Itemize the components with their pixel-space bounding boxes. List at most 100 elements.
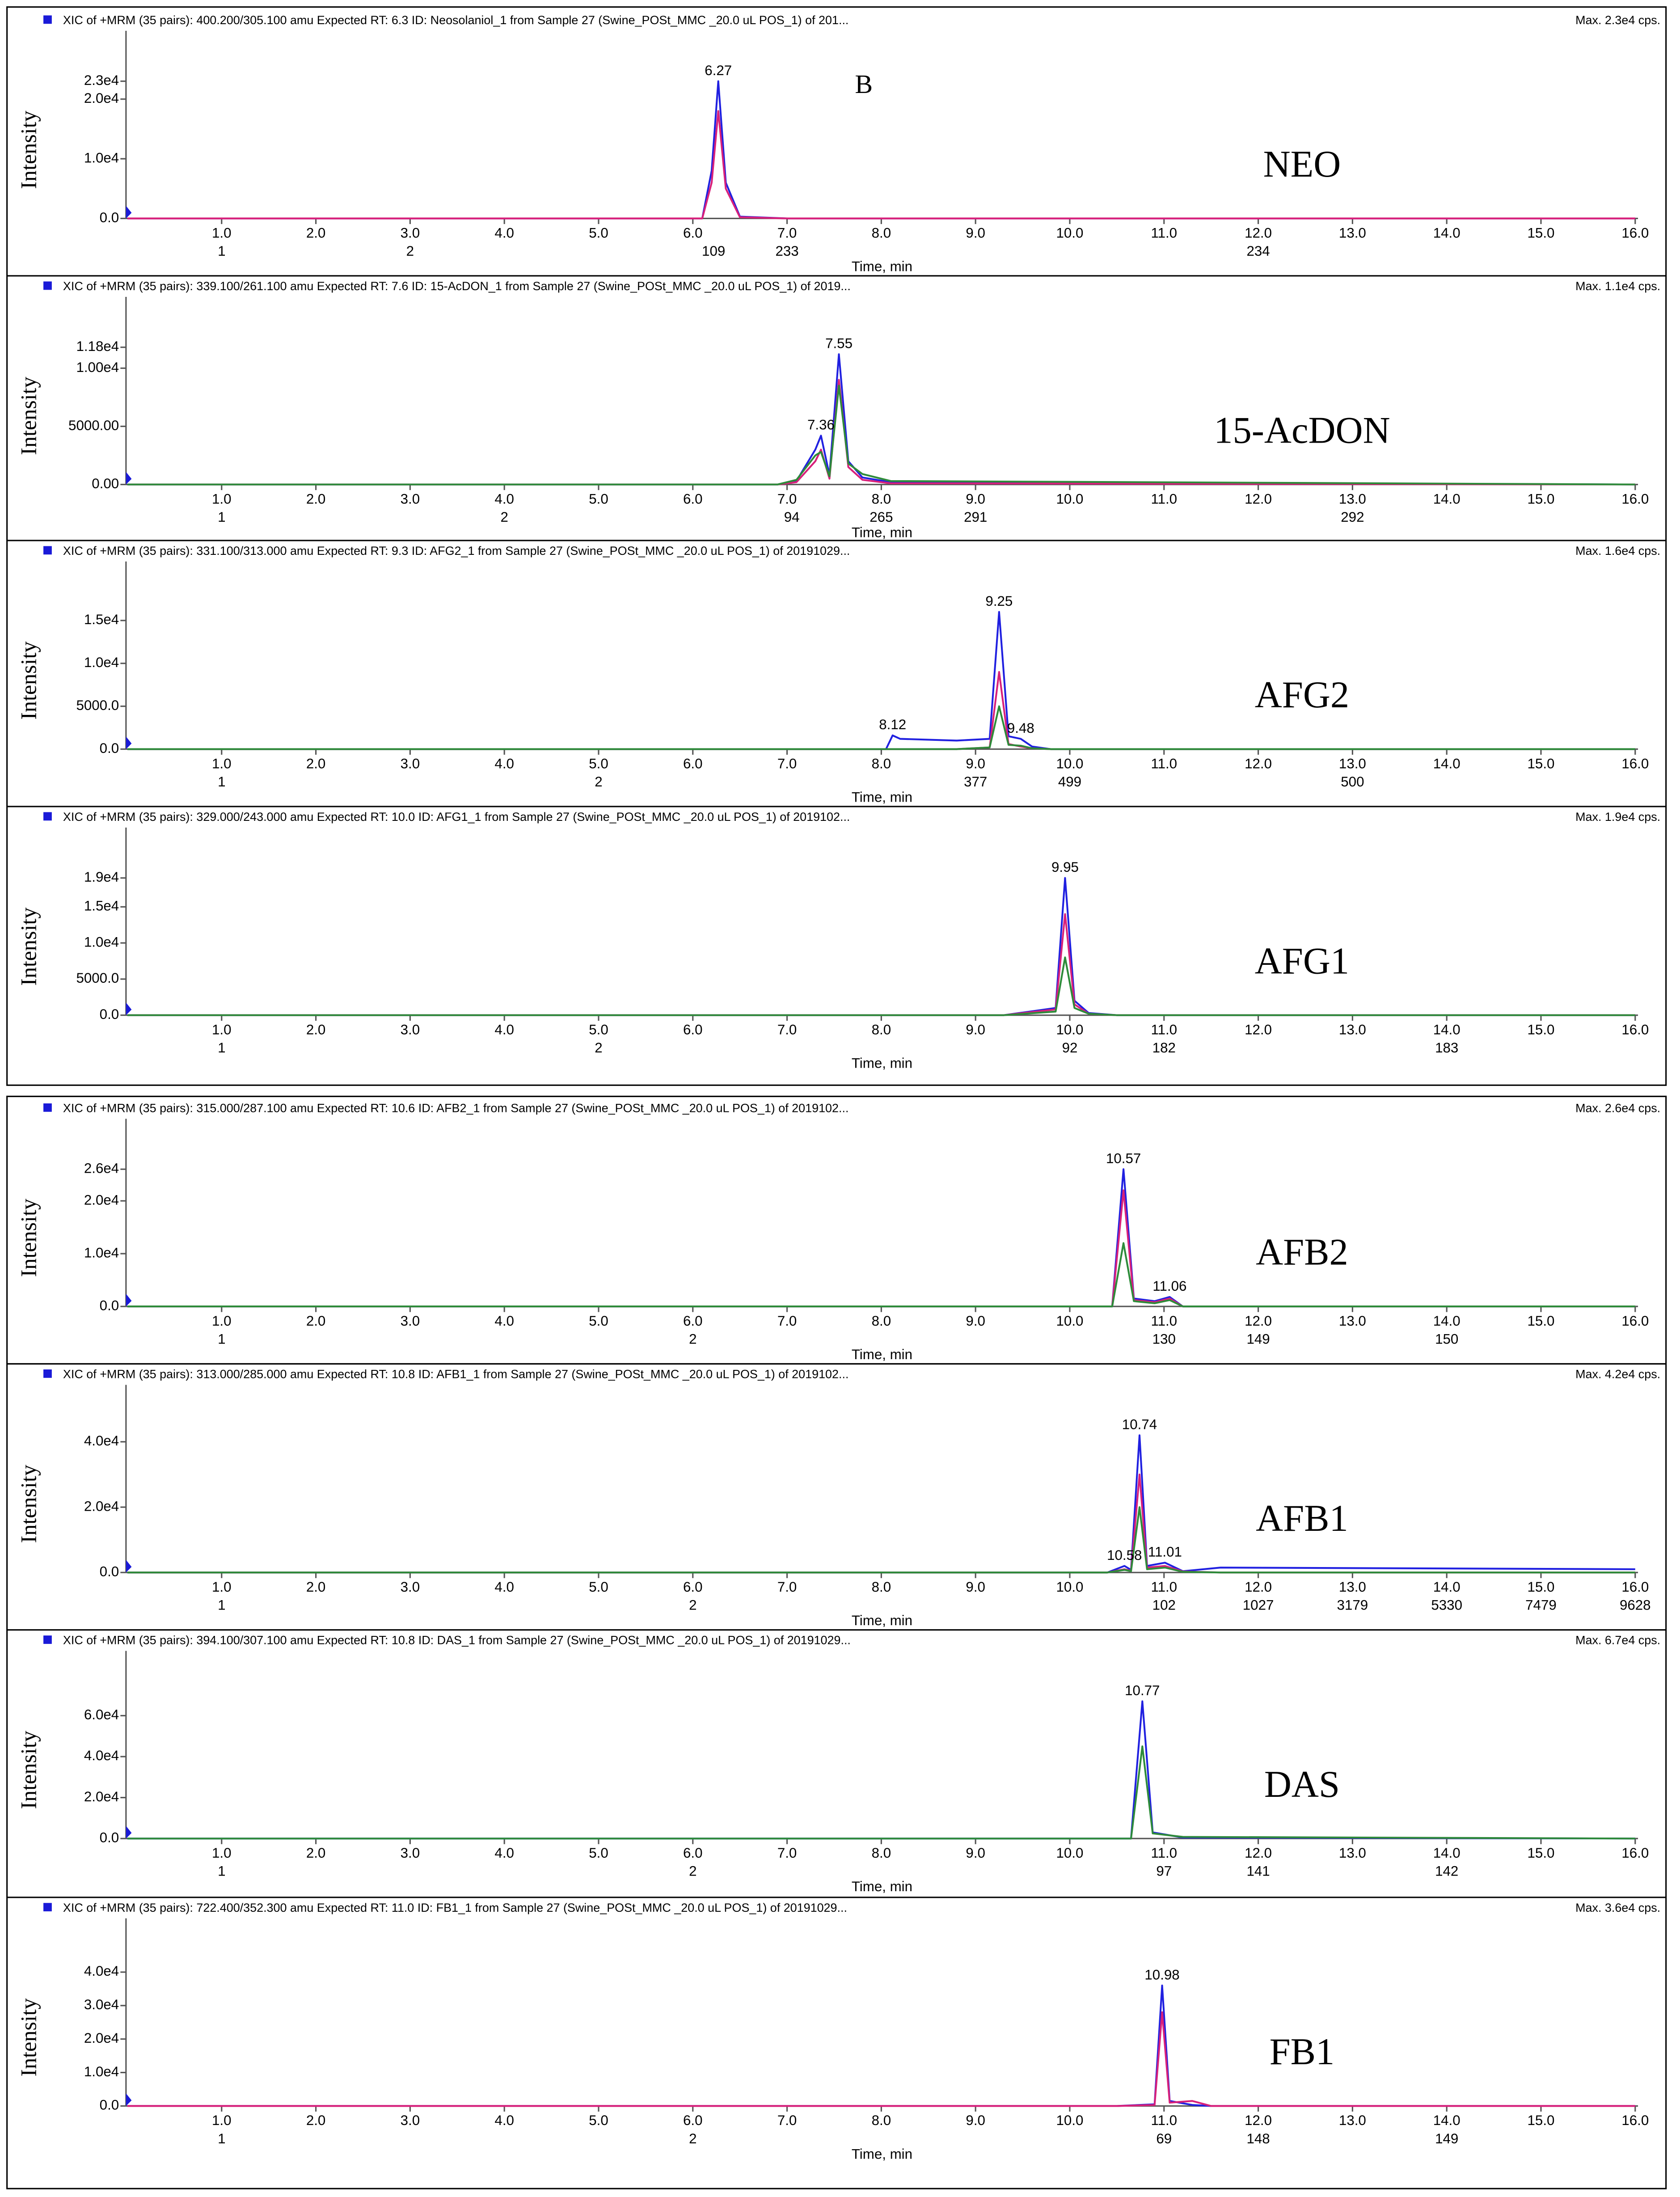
- scan-label: 292: [1341, 509, 1364, 525]
- scan-label: 97: [1156, 1863, 1172, 1879]
- x-tick-label: 9.0: [966, 491, 985, 507]
- x-tick-label: 10.0: [1056, 756, 1084, 771]
- y-axis-title: Intensity: [16, 1731, 41, 1809]
- scan-label: 500: [1341, 774, 1364, 790]
- x-tick-label: 11.0: [1151, 1845, 1177, 1861]
- axis-marker: [126, 1826, 132, 1839]
- x-tick-label: 3.0: [401, 1579, 420, 1595]
- y-tick-label: 1.0e4: [84, 1245, 119, 1260]
- x-tick-label: 11.0: [1151, 1022, 1177, 1037]
- panel-header: XIC of +MRM (35 pairs): 329.000/243.000 …: [63, 810, 850, 824]
- x-tick-label: 5.0: [589, 1313, 608, 1329]
- scan-label: 5330: [1431, 1597, 1462, 1613]
- x-tick-label: 14.0: [1433, 1022, 1461, 1037]
- x-tick-label: 8.0: [872, 2112, 891, 2128]
- x-tick-label: 16.0: [1621, 756, 1649, 771]
- x-tick-label: 14.0: [1433, 1313, 1461, 1329]
- x-tick-label: 8.0: [872, 756, 891, 771]
- trace: [127, 1434, 1635, 1574]
- y-tick-label: 0.00: [92, 476, 119, 491]
- scan-label: 7479: [1525, 1597, 1557, 1613]
- x-tick-label: 2.0: [306, 2112, 326, 2128]
- x-tick-label: 16.0: [1621, 1845, 1649, 1861]
- panel-header: XIC of +MRM (35 pairs): 313.000/285.000 …: [63, 1368, 849, 1381]
- scan-label: 1: [218, 1863, 225, 1879]
- trace: [127, 611, 1635, 750]
- y-tick-label: 4.0e4: [84, 1748, 119, 1763]
- peak-label: 7.36: [807, 417, 835, 433]
- x-tick-label: 9.0: [966, 1313, 985, 1329]
- x-tick-label: 4.0: [494, 2112, 514, 2128]
- x-tick-label: 4.0: [494, 491, 514, 507]
- x-tick-label: 16.0: [1621, 225, 1649, 241]
- x-tick-label: 3.0: [401, 1845, 420, 1861]
- scan-label: 149: [1246, 1331, 1270, 1347]
- x-tick-label: 10.0: [1056, 1845, 1084, 1861]
- x-tick-label: 1.0: [212, 1022, 232, 1037]
- x-tick-label: 13.0: [1339, 756, 1366, 771]
- x-tick-label: 7.0: [777, 2112, 797, 2128]
- x-tick-label: 14.0: [1433, 1579, 1461, 1595]
- x-tick-label: 15.0: [1528, 1579, 1555, 1595]
- axis-marker: [126, 2093, 132, 2106]
- axis-marker: [126, 1293, 132, 1307]
- panel-max: Max. 1.6e4 cps.: [1575, 544, 1660, 558]
- x-tick-label: 11.0: [1151, 1579, 1177, 1595]
- panel-header: XIC of +MRM (35 pairs): 400.200/305.100 …: [63, 13, 848, 27]
- compound-label: NEO: [1263, 144, 1341, 185]
- trace: [127, 671, 1635, 750]
- trace: [127, 1168, 1635, 1308]
- trace: [127, 877, 1635, 1016]
- peak-label: 8.12: [879, 717, 906, 732]
- x-tick-label: 14.0: [1433, 225, 1461, 241]
- scan-label: 92: [1062, 1040, 1078, 1056]
- x-tick-label: 5.0: [589, 225, 608, 241]
- x-tick-label: 4.0: [494, 1022, 514, 1037]
- x-tick-label: 11.0: [1151, 2112, 1177, 2128]
- x-tick-label: 16.0: [1621, 491, 1649, 507]
- compound-label: AFG2: [1255, 674, 1349, 716]
- x-tick-label: 3.0: [401, 491, 420, 507]
- scan-label: 1: [218, 1597, 225, 1613]
- x-tick-label: 6.0: [683, 2112, 703, 2128]
- x-tick-label: 6.0: [683, 225, 703, 241]
- x-tick-label: 3.0: [401, 756, 420, 771]
- x-tick-label: 13.0: [1339, 491, 1366, 507]
- y-axis-title: Intensity: [16, 1199, 41, 1277]
- y-axis-title: Intensity: [16, 110, 41, 189]
- x-tick-label: 2.0: [306, 1022, 326, 1037]
- y-tick-label: 6.0e4: [84, 1707, 119, 1723]
- scan-label: 130: [1152, 1331, 1176, 1347]
- scan-label: 2: [595, 1040, 602, 1056]
- y-tick-label: 5000.0: [76, 970, 119, 986]
- y-axis-title: Intensity: [16, 908, 41, 986]
- x-tick-label: 16.0: [1621, 1022, 1649, 1037]
- scan-label: 94: [784, 509, 800, 525]
- x-tick-label: 8.0: [872, 1579, 891, 1595]
- x-tick-label: 8.0: [872, 1845, 891, 1861]
- x-axis-title: Time, min: [852, 1613, 912, 1628]
- x-tick-label: 4.0: [494, 1845, 514, 1861]
- panel-icon: [43, 1903, 52, 1912]
- x-tick-label: 7.0: [777, 756, 797, 771]
- y-axis-title: Intensity: [16, 1465, 41, 1543]
- y-tick-label: 2.0e4: [84, 1789, 119, 1804]
- scan-label: 377: [964, 774, 987, 790]
- x-tick-label: 12.0: [1245, 491, 1272, 507]
- x-tick-label: 2.0: [306, 1313, 326, 1329]
- x-tick-label: 5.0: [589, 2112, 608, 2128]
- x-tick-label: 15.0: [1528, 1845, 1555, 1861]
- y-tick-label: 0.0: [100, 1829, 119, 1845]
- scan-label: 183: [1435, 1040, 1458, 1056]
- x-tick-label: 6.0: [683, 1579, 703, 1595]
- x-tick-label: 1.0: [212, 2112, 232, 2128]
- x-tick-label: 13.0: [1339, 2112, 1366, 2128]
- x-tick-label: 16.0: [1621, 1579, 1649, 1595]
- figure-label: B: [855, 69, 873, 99]
- scan-label: 182: [1152, 1040, 1176, 1056]
- y-axis-title: Intensity: [16, 377, 41, 455]
- y-tick-label: 2.6e4: [84, 1160, 119, 1176]
- scan-label: 1: [218, 243, 225, 259]
